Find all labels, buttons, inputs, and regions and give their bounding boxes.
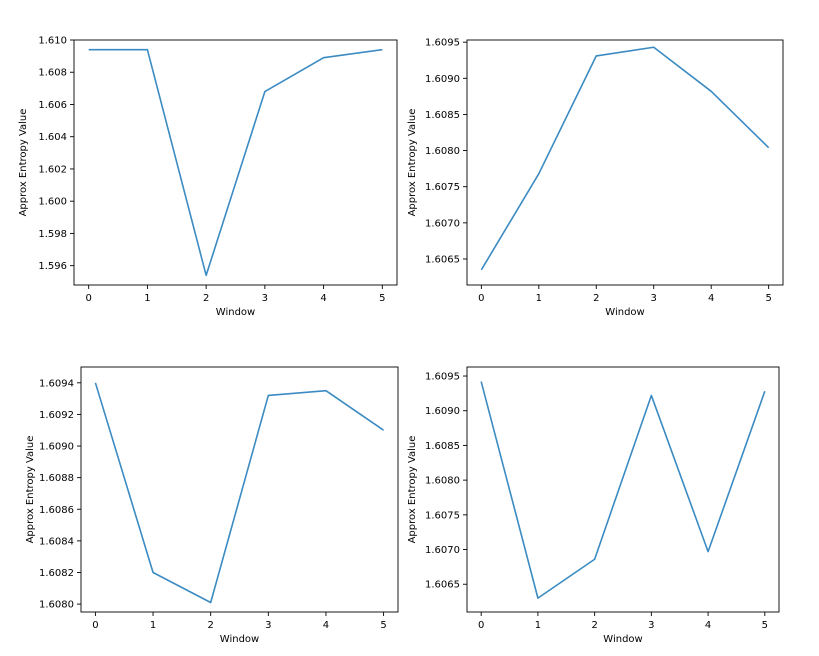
series-line [88,48,383,277]
y-tick-label: 1.600 [38,197,67,208]
chart-panel-2: 0 1 2 3 4 5 1.6065 1.6070 1.6075 1.6080 1.6085 1.60… [407,38,784,318]
x-tick-label: 1 [535,620,541,631]
x-tick-label: 3 [651,293,657,304]
x-tick-label: 0 [85,293,91,304]
y-tick-label: 1.606 [38,100,67,111]
y-tick-label: 1.6082 [39,568,74,579]
y-tick-label: 1.6080 [39,600,74,611]
x-tick-label: 4 [708,293,714,304]
y-tick-label: 1.598 [38,229,67,240]
x-tick-label: 1 [150,620,156,631]
x-axis-label: Window [220,634,259,645]
plot-frame [73,39,398,286]
y-tick-label: 1.6086 [39,505,74,516]
y-tick-label: 1.6085 [425,441,460,452]
x-tick-label: 5 [762,620,768,631]
x-tick-label: 2 [203,293,209,304]
y-tick-label: 1.604 [38,132,67,143]
chart-panel-4: 0 1 2 3 4 5 1.6065 1.6070 1.6075 1.6080 1.6085 1.60… [407,366,780,645]
y-tick-label: 1.6065 [425,254,460,265]
x-tick-label: 2 [593,293,599,304]
x-tick-label: 3 [262,293,268,304]
series-line [480,46,770,271]
y-tick-label: 1.6075 [425,182,460,193]
y-tick-label: 1.6095 [425,38,460,49]
y-tick-label: 1.608 [38,68,67,79]
plot-frame [80,366,399,613]
y-axis-label: Approx Entropy Value [407,109,418,217]
chart-panel-3: 0 1 2 3 4 5 1.6080 1.6082 1.6084 1.6086 1.6088 1.60… [25,366,399,645]
x-axis-label: Window [605,307,644,318]
y-axis-label: Approx Entropy Value [25,436,36,544]
x-tick-label: 3 [648,620,654,631]
x-tick-label: 3 [265,620,271,631]
y-tick-label: 1.610 [38,36,67,47]
y-tick-label: 1.6092 [39,410,74,421]
x-tick-label: 1 [536,293,542,304]
series-line [480,381,766,599]
x-axis-label: Window [603,634,642,645]
plot-frame [466,366,780,613]
y-tick-label: 1.6084 [39,536,74,547]
x-tick-label: 0 [478,293,484,304]
x-tick-label: 5 [380,620,386,631]
series-line [94,382,385,604]
y-tick-label: 1.602 [38,164,67,175]
x-tick-label: 2 [207,620,213,631]
chart-panel-1: 0 1 2 3 4 5 1.596 1.598 1.600 1.602 1.604 1.606 1.60… [18,36,398,318]
y-tick-label: 1.596 [38,261,67,272]
x-tick-label: 0 [478,620,484,631]
y-tick-label: 1.6088 [39,473,74,484]
x-tick-label: 4 [323,620,329,631]
y-axis-label: Approx Entropy Value [407,436,418,544]
x-tick-label: 4 [320,293,326,304]
y-tick-label: 1.6080 [425,146,460,157]
y-tick-label: 1.6094 [39,378,74,389]
y-tick-label: 1.6090 [425,74,460,85]
x-tick-label: 1 [144,293,150,304]
x-tick-label: 4 [705,620,711,631]
y-axis-label: Approx Entropy Value [18,109,29,217]
y-tick-label: 1.6090 [425,406,460,417]
y-tick-label: 1.6080 [425,476,460,487]
y-tick-label: 1.6085 [425,110,460,121]
y-tick-label: 1.6075 [425,510,460,521]
x-tick-label: 0 [92,620,98,631]
x-tick-label: 5 [765,293,771,304]
y-tick-label: 1.6070 [425,218,460,229]
y-tick-label: 1.6090 [39,442,74,453]
x-axis-label: Window [216,307,255,318]
plot-frame [466,39,784,286]
x-tick-label: 2 [591,620,597,631]
y-tick-label: 1.6070 [425,545,460,556]
y-tick-label: 1.6065 [425,580,460,591]
x-tick-label: 5 [379,293,385,304]
y-tick-label: 1.6095 [425,372,460,383]
